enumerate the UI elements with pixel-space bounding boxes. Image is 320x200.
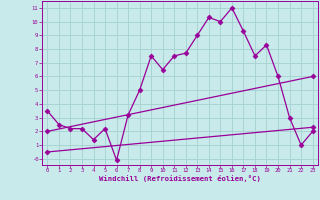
X-axis label: Windchill (Refroidissement éolien,°C): Windchill (Refroidissement éolien,°C) [99,175,261,182]
